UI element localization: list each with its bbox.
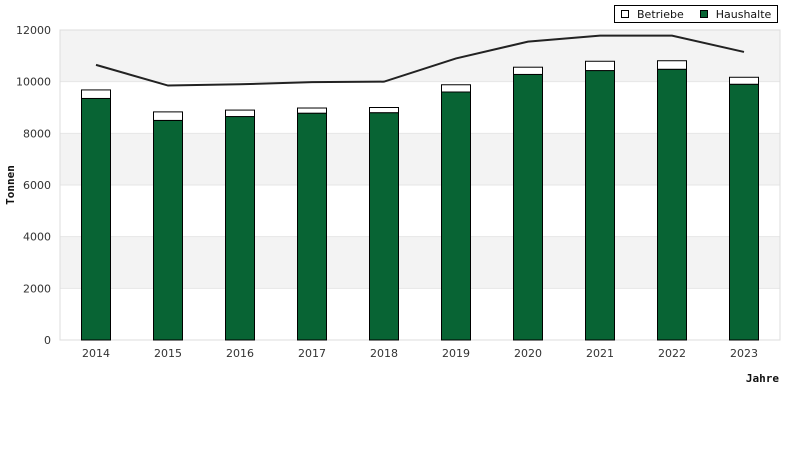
y-tick-label: 4000 (23, 231, 51, 244)
bar-betriebe-2020 (513, 66, 543, 75)
y-tick-label: 10000 (16, 76, 51, 89)
bar-betriebe-2022 (657, 60, 687, 70)
y-tick-label: 8000 (23, 127, 51, 140)
bar-haushalte-2015 (153, 119, 183, 341)
bars (81, 60, 759, 341)
legend-label-betriebe: Betriebe (637, 7, 684, 21)
legend-item-haushalte: Haushalte (699, 7, 772, 21)
bar-haushalte-2018 (369, 112, 399, 341)
legend-swatch-betriebe (621, 10, 629, 18)
bar-haushalte-2017 (297, 112, 327, 341)
legend-swatch-haushalte (699, 10, 708, 18)
bar-betriebe-2023 (729, 76, 759, 85)
bar-betriebe-2017 (297, 107, 327, 114)
legend-item-betriebe: Betriebe (621, 8, 684, 21)
bar-haushalte-2016 (225, 116, 255, 341)
bar-haushalte-2020 (513, 73, 543, 341)
bar-haushalte-2019 (441, 91, 471, 341)
total-line (95, 34, 745, 87)
x-axis-ticks: 2014 2015 2016 2017 2018 2019 2020 2021 2022 2023 (82, 347, 758, 360)
x-tick-label: 2015 (154, 347, 182, 360)
x-tick-label: 2019 (442, 347, 470, 360)
x-tick-label: 2014 (82, 347, 110, 360)
y-axis-ticks: 0 2000 4000 6000 8000 10000 12000 (16, 24, 51, 347)
x-tick-label: 2016 (226, 347, 254, 360)
bar-betriebe-2019 (441, 84, 471, 93)
legend-label-haushalte: Haushalte (715, 7, 772, 21)
bar-betriebe-2015 (153, 111, 183, 121)
x-tick-label: 2020 (514, 347, 542, 360)
bar-haushalte-2014 (81, 97, 111, 341)
bar-haushalte-2021 (585, 70, 615, 341)
x-axis-title: Jahre (746, 372, 779, 385)
bar-betriebe-2021 (585, 60, 615, 72)
plot-frame (59, 29, 781, 341)
y-tick-label: 12000 (16, 24, 51, 37)
bar-betriebe-2018 (369, 107, 399, 114)
x-tick-label: 2021 (586, 347, 614, 360)
y-tick-label: 6000 (23, 179, 51, 192)
bar-haushalte-2023 (729, 83, 759, 341)
x-tick-label: 2022 (658, 347, 686, 360)
bar-betriebe-2016 (225, 109, 255, 118)
y-axis-title: Tonnen (4, 165, 17, 205)
bar-haushalte-2022 (657, 68, 687, 341)
bar-betriebe-2014 (81, 89, 111, 99)
x-tick-label: 2018 (370, 347, 398, 360)
y-tick-label: 2000 (23, 282, 51, 295)
x-tick-label: 2023 (730, 347, 758, 360)
legend: Betriebe Haushalte (614, 5, 778, 23)
x-tick-label: 2017 (298, 347, 326, 360)
y-tick-label: 0 (44, 334, 51, 347)
